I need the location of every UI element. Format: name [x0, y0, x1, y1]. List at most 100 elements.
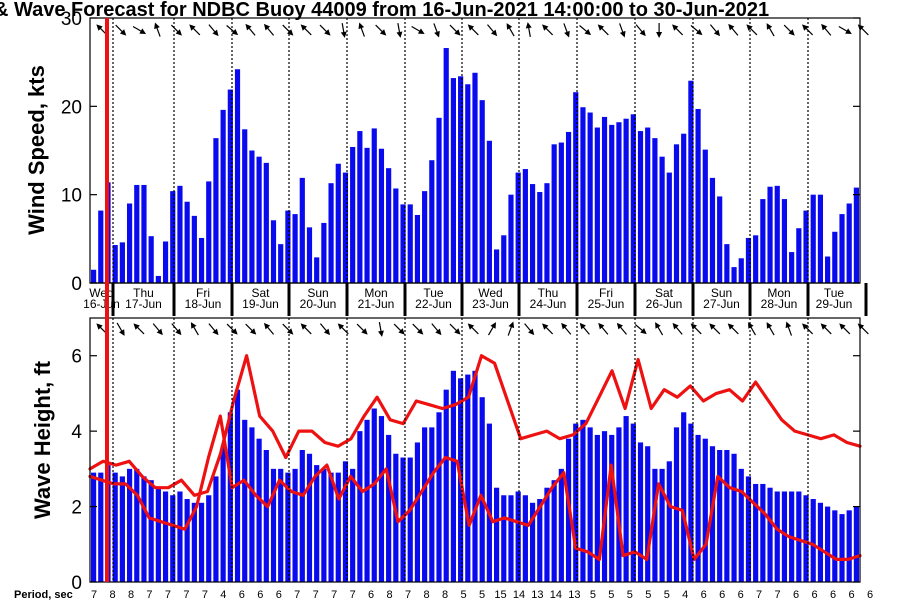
wind-speed-bar [522, 169, 528, 283]
wave-height-bar [198, 502, 205, 582]
wave-arrow [300, 323, 312, 335]
wave-height-bar [853, 506, 859, 582]
day-label-date: 18-Jun [185, 297, 222, 311]
wave-height-bar [91, 472, 97, 582]
wind-speed-bar [767, 186, 773, 283]
wind-direction-arrows [96, 22, 869, 38]
wave-height-bar [832, 510, 838, 582]
wave-height-bar [587, 427, 593, 582]
wave-height-bar [242, 419, 248, 582]
wind-arrow [170, 24, 182, 36]
wave-height-bar [213, 476, 219, 582]
wave-height-bar [206, 495, 212, 582]
wind-speed-bar [299, 177, 305, 283]
wave-height-bar [472, 370, 478, 582]
wind-speed-bar [170, 191, 176, 283]
period-value: 5 [664, 589, 670, 600]
wind-speed-bar [191, 215, 197, 283]
period-value: 7 [405, 589, 411, 600]
wave-arrow [245, 323, 257, 335]
wave-height-bar [184, 499, 190, 582]
day-label-date: 19-Jun [242, 297, 279, 311]
wave-arrow [579, 322, 590, 335]
wave-arrow [377, 322, 384, 337]
wind-arrow [563, 23, 570, 38]
wave-height-bar [529, 502, 536, 582]
chart-title: & Wave Forecast for NDBC Buoy 44009 from… [0, 0, 769, 21]
wind-arrow [189, 24, 201, 36]
day-label-date: 27-Jun [703, 297, 740, 311]
wave-arrow [190, 322, 199, 336]
wind-arrow [672, 24, 684, 36]
wave-height-bar [350, 468, 356, 582]
wind-speed-bar [234, 69, 241, 283]
wave-height-bar [407, 457, 413, 582]
wave-height-bar [537, 499, 543, 582]
day-label-dow: Sun [307, 286, 328, 300]
wave-height-bar [386, 434, 392, 582]
wave-height-bar [522, 495, 528, 582]
wind-speed-bar [573, 92, 579, 283]
wind-speed-bar [544, 183, 550, 283]
wave-height-bar [774, 491, 780, 582]
wave-arrow [226, 323, 238, 335]
wave-height-bars [91, 370, 859, 582]
wave-height-bar [155, 487, 161, 582]
period-row: Period, sec 7 8 8 7 7 7 7 4 6 6 6 7 7 7 7 6 8 7 8 8 5 5 15 14 13… [14, 589, 873, 600]
wind-speed-bar [825, 256, 831, 283]
wave-height-bar [378, 416, 385, 582]
wind-speed-bar [623, 118, 629, 283]
wave-height-bar [609, 434, 615, 582]
wave-height-bar [436, 412, 442, 582]
wind-speed-axis-label: Wind Speed, kts [24, 65, 49, 235]
wind-speed-bar [717, 196, 723, 283]
wind-arrow [783, 24, 795, 36]
wave-height-bar [321, 468, 327, 582]
wave-height-bar [191, 502, 197, 582]
wind-speed-bar [789, 252, 795, 283]
wave-height-bar [119, 476, 125, 582]
wind-speed-bar [378, 148, 385, 283]
wind-speed-bar [666, 172, 672, 283]
wind-speed-bar [443, 48, 449, 283]
wind-arrow [132, 25, 147, 34]
wave-height-bar [717, 450, 723, 582]
period-value: 15 [494, 589, 506, 600]
wind-arrow [411, 25, 425, 34]
period-value: 7 [313, 589, 319, 600]
wave-height-bar [738, 468, 744, 582]
period-value: 5 [590, 589, 596, 600]
wave-direction-arrows [96, 321, 869, 337]
wind-speed-bar [450, 78, 456, 283]
wind-speed-bar [342, 172, 349, 283]
wind-speed-bar [162, 241, 169, 283]
wave-height-bar [753, 483, 759, 582]
wave-height-bar [306, 453, 313, 582]
wind-speed-bar [371, 128, 377, 283]
wave-height-bar [637, 442, 644, 582]
day-label-dow: Sat [251, 286, 270, 300]
wind-speed-bar [177, 185, 183, 283]
day-label-dow: Thu [133, 286, 154, 300]
wind-speed-bar [112, 245, 118, 283]
period-value: 7 [775, 589, 781, 600]
wind-speed-bar [709, 177, 716, 283]
period-value: 6 [239, 589, 245, 600]
wind-speed-bar [810, 194, 816, 283]
period-value: 6 [848, 589, 854, 600]
wave-height-bar [486, 423, 492, 582]
wind-speed-bar [91, 269, 97, 283]
wave-height-bar [342, 461, 349, 582]
wave-height-bar [551, 480, 557, 582]
wave-ytick-label: 6 [71, 347, 82, 368]
wind-speed-bar [155, 275, 161, 283]
wind-speed-bar [817, 194, 824, 283]
wind-arrow [487, 24, 498, 37]
wind-speed-bar [148, 236, 154, 283]
wave-height-bar [702, 438, 708, 582]
day-label-date: 20-Jun [300, 297, 337, 311]
wave-height-bar [544, 487, 550, 582]
wave-height-bar [422, 427, 428, 582]
period-value: 7 [165, 589, 171, 600]
period-value: 6 [276, 589, 282, 600]
